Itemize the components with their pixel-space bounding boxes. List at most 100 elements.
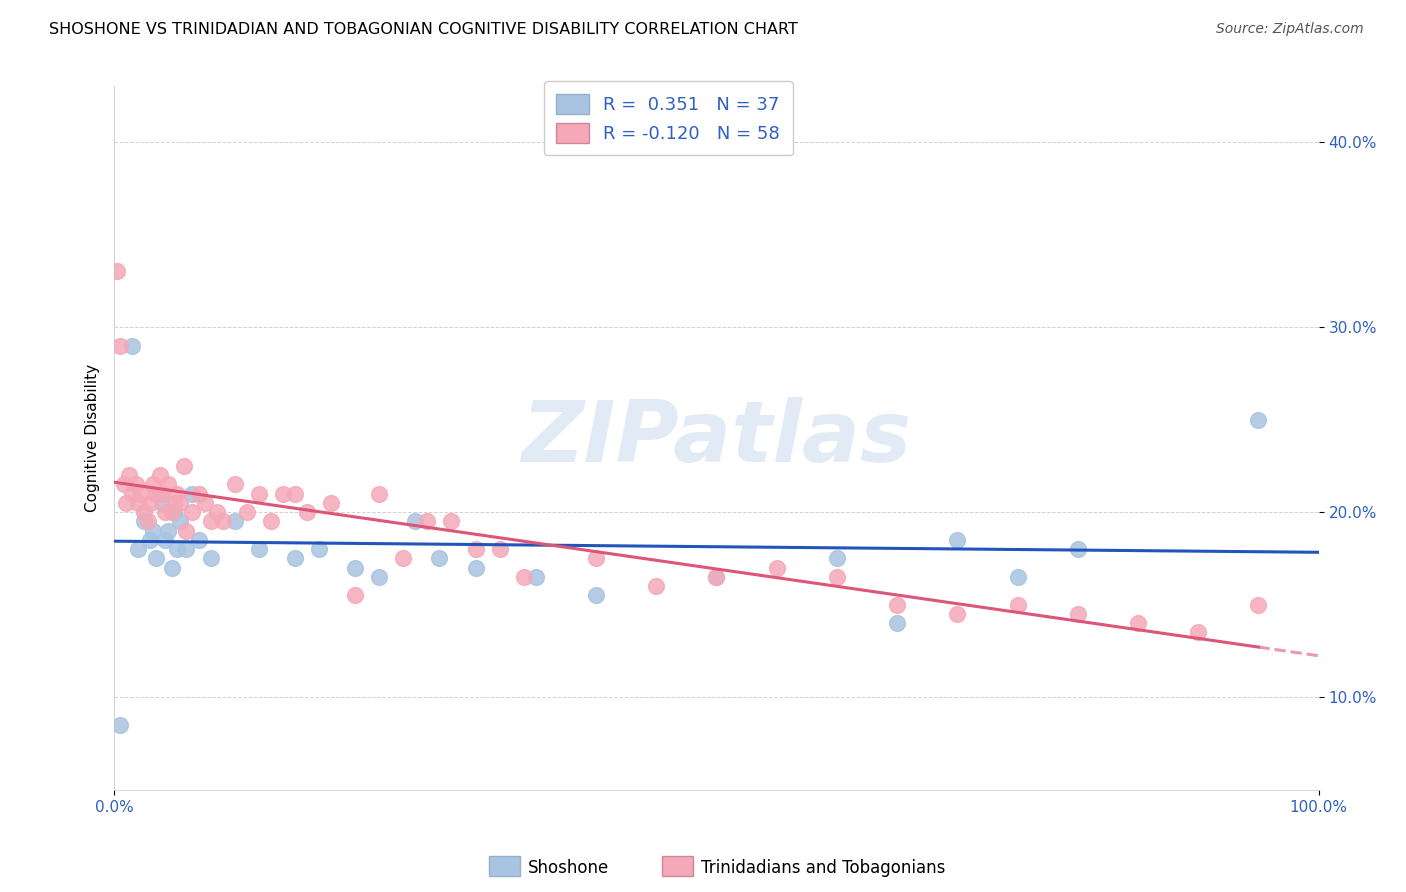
Point [134, 515, 156, 529]
Point [169, 515, 191, 529]
Point [886, 616, 908, 631]
Point [247, 486, 270, 500]
Point [308, 542, 330, 557]
Point [181, 505, 204, 519]
Point [706, 570, 728, 584]
Point [121, 338, 143, 352]
Point [160, 560, 183, 574]
Point [163, 496, 186, 510]
Point [150, 486, 173, 500]
Point [117, 468, 139, 483]
Point [886, 598, 908, 612]
Point [224, 515, 246, 529]
Point [1126, 616, 1149, 631]
Point [392, 551, 415, 566]
Point [205, 505, 228, 519]
Text: ZIPatlas: ZIPatlas [522, 397, 911, 480]
Point [139, 533, 162, 547]
Point [368, 486, 391, 500]
Point [176, 524, 198, 538]
Point [645, 579, 668, 593]
Legend: R =  0.351   N = 37, R = -0.120   N = 58: R = 0.351 N = 37, R = -0.120 N = 58 [544, 81, 793, 155]
Point [404, 515, 426, 529]
Point [200, 551, 222, 566]
Point [946, 533, 969, 547]
Point [825, 551, 848, 566]
Point [125, 477, 148, 491]
Point [765, 560, 787, 574]
Point [149, 486, 172, 500]
Point [145, 551, 167, 566]
Point [166, 486, 188, 500]
Point [157, 524, 180, 538]
Point [127, 496, 149, 510]
Point [344, 589, 367, 603]
Point [112, 477, 135, 491]
Point [344, 560, 367, 574]
Point [176, 542, 198, 557]
Point [464, 542, 486, 557]
Point [166, 542, 188, 557]
Point [108, 338, 131, 352]
Point [173, 458, 195, 473]
Point [121, 486, 143, 500]
Point [524, 570, 547, 584]
Point [585, 551, 607, 566]
Point [187, 533, 209, 547]
Point [247, 542, 270, 557]
Point [416, 515, 439, 529]
Point [163, 505, 186, 519]
Point [211, 515, 233, 529]
Point [706, 570, 728, 584]
Point [825, 570, 848, 584]
Point [946, 607, 969, 621]
Point [235, 505, 257, 519]
Point [139, 496, 162, 510]
Text: SHOSHONE VS TRINIDADIAN AND TOBAGONIAN COGNITIVE DISABILITY CORRELATION CHART: SHOSHONE VS TRINIDADIAN AND TOBAGONIAN C… [49, 22, 799, 37]
Point [271, 486, 294, 500]
Point [440, 515, 463, 529]
Text: Shoshone: Shoshone [529, 859, 609, 877]
Point [1247, 598, 1270, 612]
Point [142, 524, 165, 538]
Point [193, 496, 215, 510]
Point [1247, 412, 1270, 426]
Text: Trinidadians and Tobagonians: Trinidadians and Tobagonians [702, 859, 945, 877]
Point [127, 542, 149, 557]
Point [153, 505, 176, 519]
Point [1007, 598, 1029, 612]
Point [145, 486, 167, 500]
Point [224, 477, 246, 491]
Point [115, 496, 138, 510]
Point [429, 551, 451, 566]
Point [1007, 570, 1029, 584]
Y-axis label: Cognitive Disability: Cognitive Disability [86, 364, 100, 512]
Point [319, 496, 342, 510]
Point [169, 496, 191, 510]
Point [105, 264, 128, 278]
Point [512, 570, 534, 584]
Point [187, 486, 209, 500]
Point [284, 551, 307, 566]
Point [181, 486, 204, 500]
Point [260, 515, 283, 529]
Point [160, 505, 183, 519]
Point [129, 486, 152, 500]
Point [585, 589, 607, 603]
Point [136, 515, 159, 529]
Point [157, 477, 180, 491]
Point [108, 718, 131, 732]
Point [134, 505, 156, 519]
Point [1187, 625, 1209, 640]
Text: Source: ZipAtlas.com: Source: ZipAtlas.com [1216, 22, 1364, 37]
Point [284, 486, 307, 500]
Point [295, 505, 318, 519]
Point [1067, 607, 1090, 621]
Point [149, 468, 172, 483]
Point [150, 496, 173, 510]
Point [153, 533, 176, 547]
Point [200, 515, 222, 529]
Point [464, 560, 486, 574]
Point [488, 542, 510, 557]
Point [1067, 542, 1090, 557]
